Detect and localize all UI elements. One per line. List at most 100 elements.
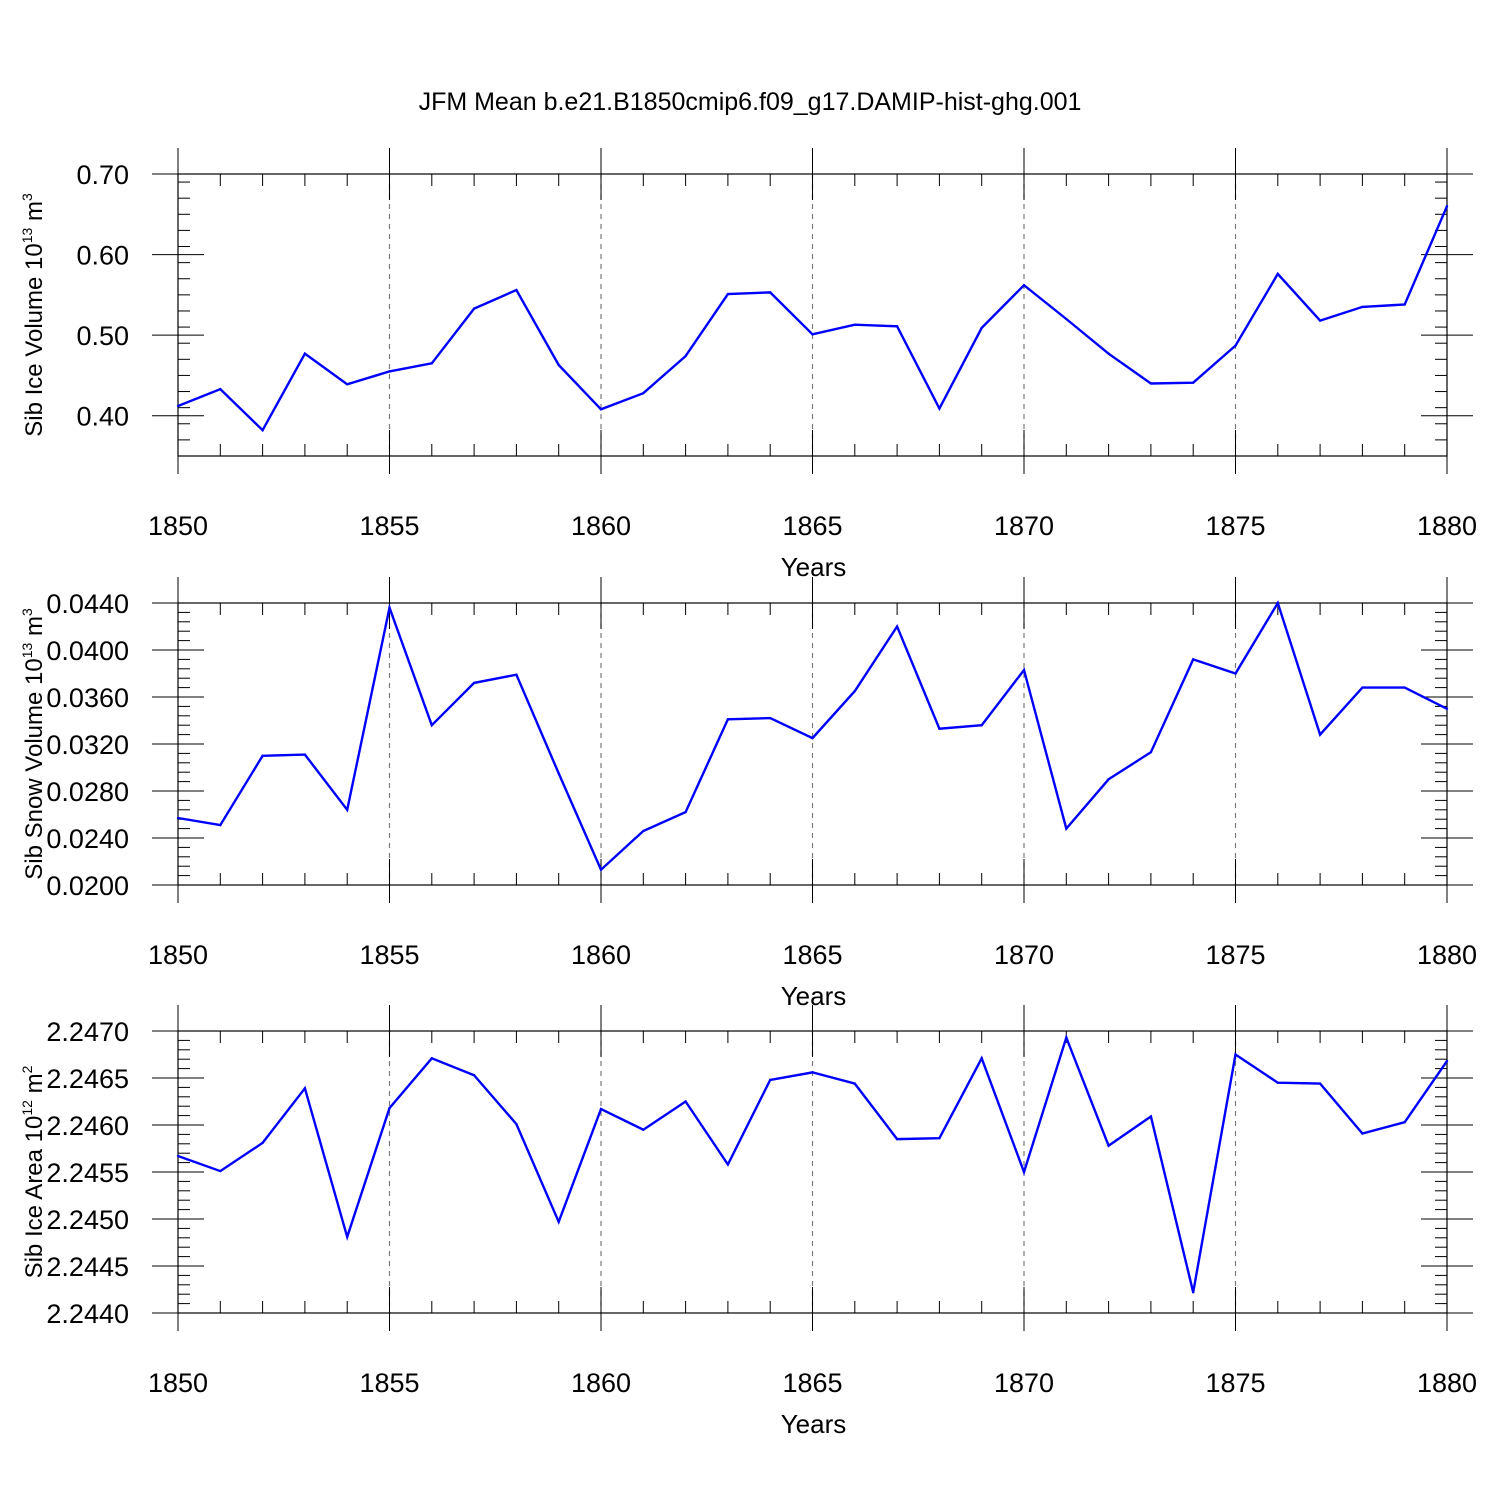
data-point [853, 689, 856, 693]
y-tick-label: 2.2445 [46, 1252, 129, 1282]
data-point [1149, 382, 1153, 385]
data-point [938, 407, 941, 410]
data-point [1107, 778, 1110, 781]
y-axis-label-main: Sib Ice Volume 10 [21, 243, 48, 436]
data-point [1065, 1036, 1068, 1039]
y-tick-label: 0.0280 [46, 777, 129, 807]
x-tick-label: 1865 [782, 940, 842, 970]
data-point [1022, 668, 1026, 672]
data-point [557, 1220, 560, 1224]
data-point [430, 724, 433, 727]
data-point [980, 724, 983, 727]
y-tick-label: 2.2455 [46, 1158, 129, 1188]
y-axis-label-exp: 12 [19, 1100, 35, 1116]
data-point [346, 383, 349, 386]
data-point [642, 829, 645, 833]
data-point [472, 1073, 476, 1077]
data-point [599, 868, 603, 871]
x-tick-label: 1875 [1205, 940, 1265, 970]
data-point [853, 323, 856, 326]
data-point [472, 307, 476, 310]
data-point [261, 429, 264, 432]
x-axis-label: Years [781, 981, 847, 1011]
y-tick-label: 2.2440 [46, 1299, 129, 1329]
x-tick-label: 1880 [1417, 940, 1477, 970]
data-point [726, 1163, 730, 1166]
data-point [1403, 303, 1406, 306]
data-point [1192, 1291, 1195, 1294]
data-point [980, 326, 983, 330]
y-tick-label: 0.60 [76, 241, 129, 271]
data-point [1107, 352, 1110, 355]
y-tick-label: 0.40 [76, 402, 129, 432]
data-point [1276, 601, 1280, 605]
data-point [557, 363, 560, 367]
x-tick-label: 1880 [1417, 511, 1477, 541]
data-point [388, 606, 391, 609]
x-tick-label: 1855 [359, 1368, 419, 1398]
y-tick-label: 0.0320 [46, 730, 129, 760]
x-tick-label: 1865 [782, 511, 842, 541]
plot-frame [177, 1030, 1448, 1314]
data-point [1065, 827, 1068, 830]
x-tick-label: 1850 [148, 511, 208, 541]
data-point [1149, 751, 1153, 754]
x-tick-label: 1860 [571, 940, 631, 970]
data-point [515, 673, 518, 676]
x-tick-label: 1860 [571, 1368, 631, 1398]
data-point [684, 354, 687, 358]
x-tick-label: 1855 [359, 511, 419, 541]
data-point [261, 754, 264, 757]
data-point [684, 1100, 687, 1103]
y-axis-label-unit: m [21, 1073, 48, 1100]
y-axis-label: Sib Snow Volume 1013 m3 [19, 608, 48, 880]
data-point [1318, 733, 1322, 736]
figure-title: JFM Mean b.e21.B1850cmip6.f09_g17.DAMIP-… [419, 88, 1082, 116]
chart-panel-3: 2.2440 2.2445 2.2450 2.2455 2.2460 2.2465 2.24… [19, 1005, 1477, 1439]
x-tick-label: 1875 [1205, 511, 1265, 541]
data-point [1065, 317, 1068, 321]
data-point [684, 810, 687, 814]
panels: 0.40 0.50 0.60 0.70 1850 1855 1860 1865 1870 1875… [19, 148, 1477, 1439]
data-point [515, 1122, 518, 1126]
data-point [176, 404, 180, 408]
data-point [599, 1107, 603, 1111]
data-point [938, 1136, 941, 1140]
data-point [515, 288, 518, 292]
y-axis-label-exp: 13 [19, 228, 35, 244]
y-tick-label: 2.2465 [46, 1064, 129, 1094]
y-axis-label: Sib Ice Area 1012 m2 [19, 1065, 48, 1278]
data-point [261, 1141, 264, 1145]
data-point [1192, 658, 1195, 661]
data-point [1234, 672, 1237, 675]
data-point [811, 736, 814, 740]
data-point [769, 1078, 772, 1082]
y-axis-label-main: Sib Snow Volume 10 [21, 658, 48, 879]
y-axis-label-unit: m [21, 616, 48, 643]
data-point [1022, 283, 1026, 287]
x-tick-label: 1860 [571, 511, 631, 541]
y-tick-label: 2.2450 [46, 1205, 129, 1235]
plot-frame [177, 602, 1448, 886]
y-tick-label: 0.0240 [46, 824, 129, 854]
x-tick-label: 1870 [994, 511, 1054, 541]
data-point [726, 718, 730, 721]
x-tick-label: 1855 [359, 940, 419, 970]
data-point [557, 772, 560, 775]
chart-panel-1: 0.40 0.50 0.60 0.70 1850 1855 1860 1865 1870 1875… [19, 148, 1477, 582]
data-point [303, 352, 307, 355]
data-point [430, 362, 433, 365]
x-tick-label: 1850 [148, 1368, 208, 1398]
data-point [388, 1106, 391, 1110]
y-tick-label: 2.2460 [46, 1111, 129, 1141]
data-point [642, 391, 645, 395]
y-tick-label: 0.70 [76, 160, 129, 190]
x-tick-label: 1865 [782, 1368, 842, 1398]
data-point [1445, 707, 1449, 710]
data-point [1234, 1053, 1237, 1056]
data-point [388, 370, 391, 373]
data-point [1403, 1120, 1406, 1124]
data-point [303, 1087, 307, 1090]
y-axis-label: Sib Ice Volume 1013 m3 [19, 193, 48, 437]
